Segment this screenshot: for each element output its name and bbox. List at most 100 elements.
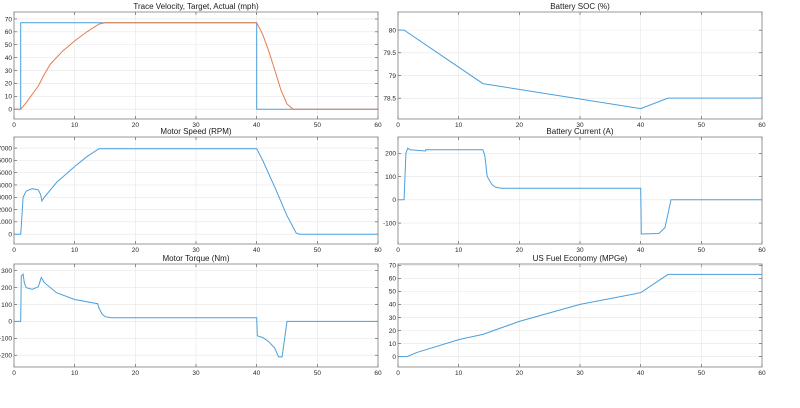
y-tick-label: -100 <box>0 336 12 343</box>
title-background <box>531 254 629 263</box>
title-background <box>132 2 260 11</box>
chart-title-fuel-economy: US Fuel Economy (MPGe) <box>533 254 628 263</box>
x-tick-label: 0 <box>396 247 400 254</box>
axes-box <box>13 136 379 245</box>
x-tick-label: 20 <box>516 122 524 129</box>
title-background <box>159 127 233 136</box>
y-tick-label: 10 <box>389 341 397 348</box>
axes-box <box>13 263 379 368</box>
x-tick-label: 40 <box>637 122 645 129</box>
x-tick-label: 0 <box>12 370 16 377</box>
y-tick-label: 7000 <box>0 145 12 152</box>
y-tick-label: 10 <box>5 94 13 101</box>
series-line-battery-current-0 <box>398 147 762 235</box>
y-tick-label: 60 <box>389 276 397 283</box>
x-tick-label: 30 <box>192 370 200 377</box>
y-tick-label: 70 <box>389 263 397 270</box>
y-tick-label: 40 <box>5 55 13 62</box>
y-tick-label: 100 <box>385 174 396 181</box>
y-tick-label: 0 <box>8 107 12 114</box>
x-tick-label: 60 <box>758 247 766 254</box>
x-tick-label: 40 <box>253 370 261 377</box>
x-tick-label: 50 <box>698 122 706 129</box>
y-tick-label: 20 <box>5 81 13 88</box>
x-tick-label: 10 <box>455 247 463 254</box>
x-tick-label: 10 <box>455 122 463 129</box>
x-tick-label: 60 <box>374 122 382 129</box>
x-tick-label: 0 <box>396 122 400 129</box>
y-tick-label: 0 <box>392 354 396 361</box>
axes-box <box>13 11 379 120</box>
chart-title-battery-soc: Battery SOC (%) <box>550 2 610 11</box>
x-tick-label: 20 <box>132 370 140 377</box>
y-tick-label: 30 <box>389 315 397 322</box>
x-tick-label: 30 <box>576 122 584 129</box>
x-tick-label: 50 <box>314 370 322 377</box>
x-tick-label: 60 <box>374 370 382 377</box>
y-tick-label: 60 <box>5 29 13 36</box>
axes-fuel-economy: 0 10 20 30 40 50 60 0 10 20 30 40 50 60 70 <box>389 263 766 377</box>
y-tick-label: 50 <box>5 42 13 49</box>
x-tick-label: 0 <box>12 247 16 254</box>
y-tick-label: 0 <box>392 197 396 204</box>
chart-title-motor-speed: Motor Speed (RPM) <box>160 127 231 136</box>
chart-title-motor-torque: Motor Torque (Nm) <box>163 254 230 263</box>
axes-battery-soc: 0 10 20 30 40 50 60 78.5 79 79.5 80 <box>383 11 766 129</box>
x-tick-label: 30 <box>192 247 200 254</box>
x-tick-label: 40 <box>253 247 261 254</box>
y-tick-label: -200 <box>0 352 12 359</box>
series-line-motor-speed-0 <box>14 148 378 235</box>
y-tick-label: 200 <box>1 285 12 292</box>
y-tick-label: 100 <box>1 302 12 309</box>
chart-title-trace-velocity: Trace Velocity, Target, Actual (mph) <box>133 2 259 11</box>
axes-battery-current: 0 10 20 30 40 50 60 -100 0 100 200 <box>383 136 766 254</box>
x-tick-label: 60 <box>758 122 766 129</box>
series-line-fuel-economy-0 <box>398 273 762 358</box>
axes-box <box>397 263 763 368</box>
y-tick-label: 79 <box>389 73 397 80</box>
title-background <box>549 2 612 11</box>
series-line-motor-torque-0 <box>14 273 378 358</box>
x-tick-label: 20 <box>132 247 140 254</box>
x-tick-label: 50 <box>314 247 322 254</box>
x-tick-label: 0 <box>12 122 16 129</box>
y-tick-label: -100 <box>383 220 396 227</box>
title-background <box>545 127 615 136</box>
x-tick-label: 10 <box>71 122 79 129</box>
y-tick-label: 0 <box>8 319 12 326</box>
y-tick-label: 20 <box>389 328 397 335</box>
x-tick-label: 60 <box>758 370 766 377</box>
y-tick-label: 5000 <box>0 170 12 177</box>
y-tick-label: 4000 <box>0 182 12 189</box>
x-tick-label: 50 <box>698 370 706 377</box>
x-tick-label: 40 <box>637 247 645 254</box>
y-tick-label: 0 <box>8 231 12 238</box>
title-background <box>161 254 231 263</box>
axes-box <box>397 11 763 120</box>
y-tick-label: 70 <box>5 16 13 23</box>
y-tick-label: 80 <box>389 27 397 34</box>
series-line-battery-soc-0 <box>398 29 762 110</box>
x-tick-label: 0 <box>396 370 400 377</box>
x-tick-label: 40 <box>253 122 261 129</box>
x-tick-label: 30 <box>576 370 584 377</box>
axes-trace-velocity: 0 10 20 30 40 50 60 0 10 20 30 40 50 60 70 <box>5 11 382 129</box>
y-tick-label: 30 <box>5 68 13 75</box>
series-line-trace-velocity-1 <box>14 22 378 110</box>
x-tick-label: 10 <box>71 370 79 377</box>
axes-motor-torque: 0 10 20 30 40 50 60 -200 -100 0 100 200 300 <box>0 263 382 377</box>
axes-box <box>397 136 763 245</box>
x-tick-label: 50 <box>698 247 706 254</box>
x-tick-label: 30 <box>576 247 584 254</box>
x-tick-label: 10 <box>455 370 463 377</box>
x-tick-label: 40 <box>637 370 645 377</box>
y-tick-label: 78.5 <box>383 95 396 102</box>
chart-title-battery-current: Battery Current (A) <box>546 127 613 136</box>
y-tick-label: 40 <box>389 302 397 309</box>
